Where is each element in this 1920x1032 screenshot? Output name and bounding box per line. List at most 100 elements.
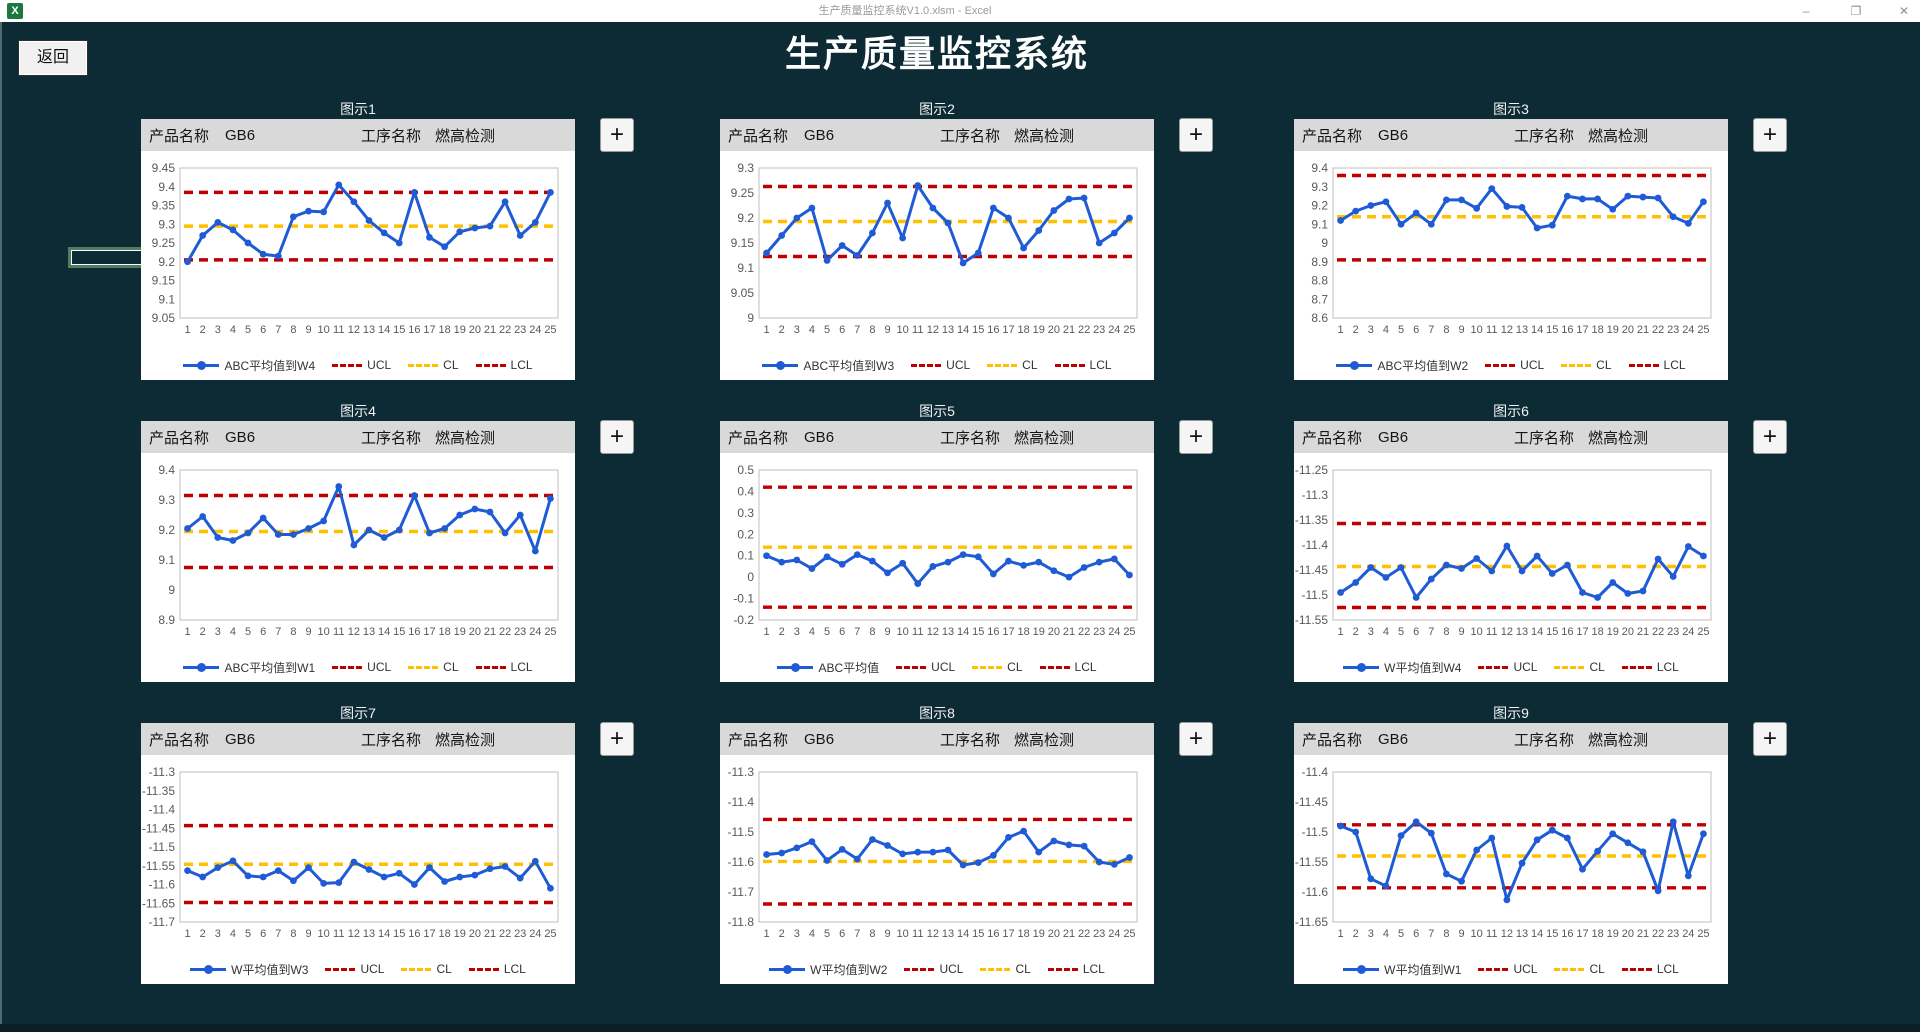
lcl-legend-label: LCL: [510, 358, 533, 372]
series-marker: [914, 182, 922, 189]
add-chart-button[interactable]: +: [1179, 722, 1213, 756]
add-chart-button[interactable]: +: [600, 722, 634, 756]
x-axis-tick-label: 2: [200, 324, 206, 336]
y-axis-tick-label: 9.3: [158, 217, 175, 231]
chart-card-header: 产品名称 GB6 工序名称 燃高检测: [141, 119, 575, 151]
x-axis-tick-label: 8: [869, 626, 875, 638]
x-axis-tick-label: 9: [305, 928, 311, 940]
x-axis-tick-label: 4: [230, 626, 236, 638]
series-legend-label: ABC平均值: [818, 660, 880, 675]
x-axis-tick-label: 14: [378, 928, 390, 940]
add-chart-button[interactable]: +: [1179, 420, 1213, 454]
chart-legend: ABC平均值到W2 UCL CL LCL: [1294, 350, 1728, 380]
x-axis-tick-label: 9: [884, 928, 890, 940]
control-chart-plot: 9.459.49.359.39.259.29.159.19.051 2 3 4 5 6 7 8…: [152, 161, 559, 336]
x-axis-tick-label: 14: [957, 324, 969, 336]
x-axis-tick-label: 3: [1368, 324, 1374, 336]
legend-item: LCL: [1039, 660, 1097, 674]
series-marker: [244, 239, 252, 247]
series-marker: [441, 243, 448, 251]
series-marker: [1624, 590, 1632, 597]
x-axis-tick-label: 20: [1048, 626, 1060, 638]
chart-card: 产品名称 GB6 工序名称 燃高检测 -11.25 -11.3 -11.35 -11.4 -11…: [1294, 421, 1728, 682]
x-axis-tick-label: 25: [544, 324, 556, 336]
add-chart-button[interactable]: +: [600, 118, 634, 152]
y-axis-tick-label: -11.6: [1302, 885, 1329, 899]
series-marker: [1579, 589, 1586, 596]
y-axis-tick-label: -11.4: [149, 803, 176, 817]
x-axis-tick-label: 17: [1002, 928, 1014, 940]
x-axis-tick-label: 4: [809, 626, 815, 638]
window-titlebar: X 生产质量监控系统V1.0.xlsm - Excel – ❐ ✕: [0, 0, 1920, 22]
y-axis-tick-label: -11.45: [1295, 795, 1328, 809]
series-marker: [471, 871, 479, 879]
legend-item: UCL: [911, 358, 970, 372]
x-axis-tick-label: 6: [260, 324, 266, 336]
x-axis-tick-label: 19: [454, 324, 466, 336]
y-axis-tick-label: 9.15: [731, 236, 755, 250]
add-chart-button[interactable]: +: [1179, 118, 1213, 152]
series-marker: [290, 877, 297, 885]
active-cell-indicator[interactable]: [68, 247, 148, 270]
x-axis-tick-label: 18: [1017, 324, 1029, 336]
series-marker: [1397, 220, 1405, 228]
x-axis-tick-label: 18: [1591, 928, 1603, 940]
y-axis-tick-label: -11.4: [1302, 538, 1329, 552]
series-marker: [1669, 213, 1677, 221]
x-axis-tick-label: 11: [333, 928, 344, 940]
marker-dot-icon: [791, 662, 801, 672]
x-axis-tick-label: 2: [1353, 626, 1359, 638]
dashed-legend-swatch: [1554, 967, 1585, 971]
back-button[interactable]: 返回: [18, 40, 88, 76]
product-name-value: GB6: [1378, 730, 1409, 748]
series-marker: [501, 863, 509, 870]
minimize-icon[interactable]: –: [1790, 0, 1822, 22]
series-legend-label: W平均值到W1: [1384, 962, 1462, 977]
series-marker: [1065, 573, 1073, 581]
x-axis-tick-label: 22: [1652, 324, 1664, 336]
y-axis-tick-label: -11.35: [142, 784, 175, 798]
maximize-icon[interactable]: ❐: [1840, 0, 1872, 22]
y-axis-tick-label: 0.5: [737, 463, 754, 477]
legend-item: LCL: [1621, 660, 1679, 674]
series-marker: [1548, 570, 1556, 577]
x-axis-tick-label: 1: [1337, 324, 1343, 336]
control-chart-plot: -11.3 -11.35 -11.4 -11.45 -11.5 -11.55 -11.6 -1…: [142, 765, 559, 940]
series-marker: [410, 881, 418, 888]
series-marker: [1005, 214, 1012, 222]
x-axis-tick-label: 24: [1108, 928, 1120, 940]
series-marker: [838, 560, 846, 568]
dashed-legend-swatch: [475, 363, 506, 367]
x-axis-tick-label: 21: [484, 324, 496, 336]
legend-item: W平均值到W1: [1343, 961, 1461, 978]
add-chart-button[interactable]: +: [1753, 118, 1787, 152]
marker-dot-icon: [783, 964, 793, 974]
x-axis-tick-label: 6: [839, 626, 845, 638]
lcl-legend-label: LCL: [1656, 962, 1679, 976]
x-axis-tick-label: 8: [1443, 928, 1449, 940]
series-marker: [259, 250, 267, 258]
series-marker: [1382, 198, 1390, 206]
x-axis-tick-label: 14: [1531, 928, 1543, 940]
chart-card: 产品名称 GB6 工序名称 燃高检测 -11.3 -11.4 -11.5 -11.6 -11.7…: [720, 723, 1154, 984]
series-marker: [320, 517, 328, 525]
x-axis-tick-label: 24: [1108, 626, 1120, 638]
y-axis-tick-label: -11.25: [1295, 463, 1328, 477]
chart-cell: 图示5 产品名称 GB6 工序名称 燃高检测 0.5 0.4 0.3 0.2 0.1 0 -0.1 -0…: [720, 401, 1213, 683]
product-name-value: GB6: [804, 428, 835, 446]
add-chart-button[interactable]: +: [1753, 420, 1787, 454]
add-chart-button[interactable]: +: [600, 420, 634, 454]
x-axis-tick-label: 24: [1682, 928, 1694, 940]
close-icon[interactable]: ✕: [1888, 0, 1920, 22]
series-marker: [1609, 830, 1617, 838]
x-axis-tick-label: 18: [438, 626, 450, 638]
x-axis-tick-label: 10: [1471, 928, 1483, 940]
add-chart-button[interactable]: +: [1753, 722, 1787, 756]
series-marker: [305, 525, 312, 532]
chart-card-header: 产品名称 GB6 工序名称 燃高检测: [1294, 119, 1728, 151]
ucl-legend-label: UCL: [1520, 358, 1545, 372]
x-axis-tick-label: 22: [499, 928, 511, 940]
series-marker: [1700, 198, 1707, 206]
chart-cell: 图示9 产品名称 GB6 工序名称 燃高检测 -11.4 -11.45 -11.5 -11.55…: [1294, 703, 1787, 985]
series-marker: [1594, 594, 1601, 601]
